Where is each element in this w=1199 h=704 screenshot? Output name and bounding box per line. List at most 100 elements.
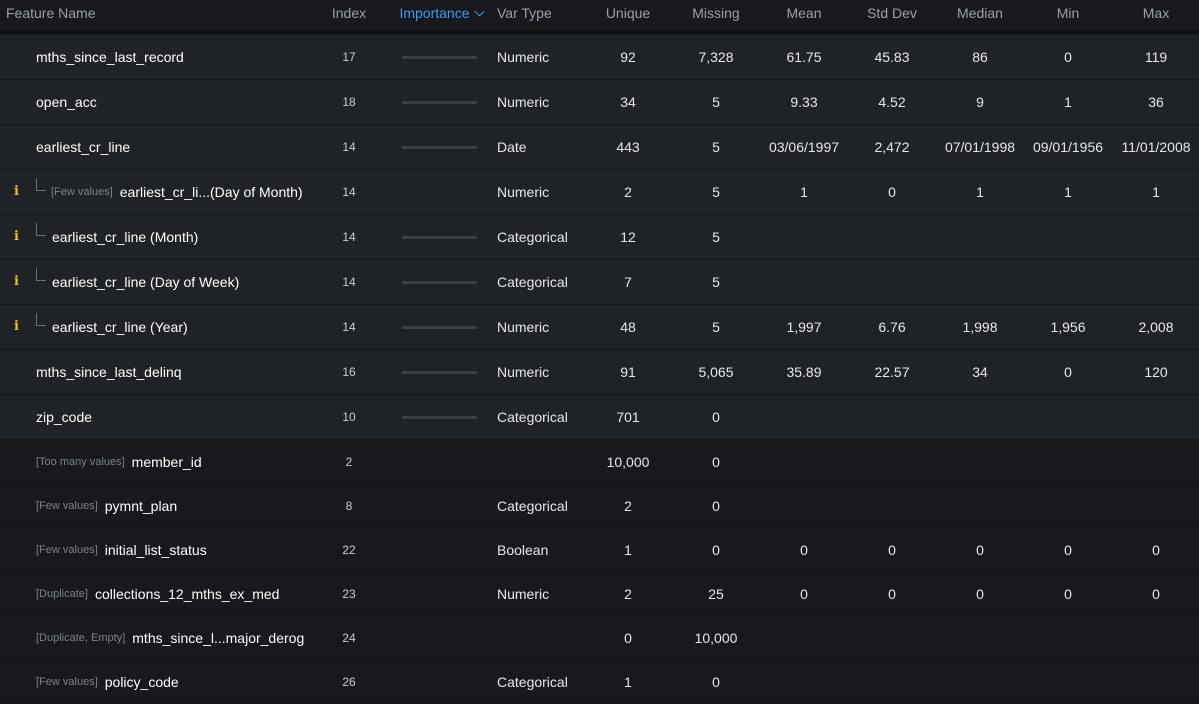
feature-name-cell: [Few values] earliest_cr_li...(Day of Mon… bbox=[51, 170, 341, 214]
info-icon[interactable]: i bbox=[14, 229, 19, 244]
unique-cell: 34 bbox=[620, 94, 636, 110]
info-icon[interactable]: i bbox=[14, 319, 19, 334]
table-row[interactable]: [Few values] initial_list_status 22 Boolean… bbox=[0, 528, 1199, 572]
median-cell: 0 bbox=[976, 585, 984, 602]
index-cell: 2 bbox=[345, 454, 353, 469]
table-row[interactable]: [Few values] pymnt_plan 8 Categorical 2 0 bbox=[0, 484, 1199, 528]
table-row[interactable]: [Duplicate, Empty] mths_since_l...major_d… bbox=[0, 616, 1199, 660]
index-cell: 17 bbox=[342, 50, 356, 64]
median-cell: 86 bbox=[972, 49, 988, 65]
index-cell: 8 bbox=[345, 498, 353, 513]
feature-name-cell: zip_code bbox=[36, 395, 326, 439]
unique-cell: 0 bbox=[624, 629, 632, 646]
header-min[interactable]: Min bbox=[1056, 5, 1080, 21]
index-cell: 14 bbox=[342, 230, 356, 244]
var-type-cell: Categorical bbox=[497, 274, 568, 290]
feature-name[interactable]: zip_code bbox=[36, 409, 93, 425]
mean-cell: 61.75 bbox=[786, 49, 822, 65]
var-type-cell: Numeric bbox=[497, 184, 550, 200]
feature-name[interactable]: earliest_cr_line bbox=[36, 139, 131, 155]
var-type-cell: Numeric bbox=[497, 364, 550, 380]
feature-name[interactable]: mths_since_last_record bbox=[36, 49, 184, 65]
importance-bar bbox=[402, 281, 477, 284]
feature-tag: [Few values] bbox=[36, 675, 98, 688]
std-dev-cell bbox=[852, 484, 932, 527]
table-row[interactable]: mths_since_last_record 17 Numeric 92 7,328 61… bbox=[0, 35, 1199, 80]
table-row[interactable]: i [Few values] earliest_cr_li...(Day of Mo… bbox=[0, 170, 1199, 215]
min-cell bbox=[1028, 260, 1108, 304]
std-dev-cell bbox=[852, 215, 932, 259]
mean-cell bbox=[764, 616, 844, 659]
feature-name-cell: mths_since_last_delinq bbox=[36, 350, 326, 394]
min-cell bbox=[1028, 440, 1108, 483]
tree-connector-icon bbox=[36, 178, 46, 191]
table-row[interactable]: i earliest_cr_line (Year) 14 Numeric 48 5 1,99… bbox=[0, 305, 1199, 350]
mean-cell: 0 bbox=[800, 585, 808, 602]
unique-cell: 10,000 bbox=[606, 453, 650, 470]
median-cell: 0 bbox=[976, 541, 984, 558]
importance-bar bbox=[402, 326, 477, 329]
min-cell bbox=[1028, 484, 1108, 527]
table-row[interactable]: i earliest_cr_line (Day of Week) 14 Categor… bbox=[0, 260, 1199, 305]
min-cell bbox=[1028, 215, 1108, 259]
table-row[interactable]: [Few values] policy_code 26 Categorical 1 0 bbox=[0, 660, 1199, 704]
unique-cell: 2 bbox=[624, 497, 632, 514]
feature-name[interactable]: open_acc bbox=[36, 94, 97, 110]
header-mean[interactable]: Mean bbox=[786, 5, 822, 21]
feature-name[interactable]: earliest_cr_line (Month) bbox=[52, 229, 199, 245]
unique-cell: 7 bbox=[624, 274, 632, 290]
table-row[interactable]: mths_since_last_delinq 16 Numeric 91 5,065 35… bbox=[0, 350, 1199, 395]
feature-name[interactable]: mths_since_l...major_derog bbox=[132, 629, 305, 646]
max-cell: 0 bbox=[1152, 541, 1160, 558]
index-cell: 14 bbox=[342, 275, 356, 289]
feature-name-cell: [Duplicate, Empty] mths_since_l...major_d… bbox=[36, 616, 326, 659]
header-importance[interactable]: Importance bbox=[386, 0, 496, 26]
mean-cell bbox=[764, 395, 844, 439]
feature-name-cell: [Few values] policy_code bbox=[36, 660, 326, 703]
tree-connector-icon bbox=[36, 313, 46, 326]
header-index[interactable]: Index bbox=[331, 5, 367, 21]
std-dev-cell bbox=[852, 440, 932, 483]
header-max[interactable]: Max bbox=[1142, 5, 1170, 21]
index-cell: 22 bbox=[342, 542, 356, 557]
feature-tag: [Too many values] bbox=[36, 455, 125, 468]
info-icon[interactable]: i bbox=[14, 274, 19, 289]
table-row[interactable]: earliest_cr_line 14 Date 443 5 03/06/1997 2,47… bbox=[0, 125, 1199, 170]
feature-name[interactable]: pymnt_plan bbox=[104, 497, 178, 514]
index-cell: 16 bbox=[342, 365, 356, 379]
header-unique[interactable]: Unique bbox=[605, 5, 651, 21]
table-row[interactable]: zip_code 10 Categorical 701 0 bbox=[0, 395, 1199, 440]
feature-name[interactable]: earliest_cr_line (Year) bbox=[52, 319, 188, 335]
header-missing[interactable]: Missing bbox=[692, 5, 740, 21]
header-std-dev[interactable]: Std Dev bbox=[867, 5, 917, 21]
std-dev-cell: 2,472 bbox=[874, 139, 910, 155]
table-row[interactable]: open_acc 18 Numeric 34 5 9.33 4.52 9 1 36 bbox=[0, 80, 1199, 125]
max-cell bbox=[1116, 215, 1196, 259]
median-cell bbox=[940, 440, 1020, 483]
table-row[interactable]: [Too many values] member_id 2 10,000 0 bbox=[0, 440, 1199, 484]
header-median[interactable]: Median bbox=[957, 5, 1003, 21]
tree-connector-icon bbox=[36, 268, 46, 281]
feature-name[interactable]: member_id bbox=[131, 453, 202, 470]
tree-connector-icon bbox=[36, 223, 46, 236]
median-cell: 9 bbox=[976, 94, 984, 110]
index-cell: 14 bbox=[342, 185, 356, 199]
min-cell: 0 bbox=[1064, 585, 1072, 602]
feature-name[interactable]: earliest_cr_li...(Day of Month) bbox=[119, 184, 303, 200]
max-cell: 120 bbox=[1144, 364, 1168, 380]
table-row[interactable]: [Duplicate] collections_12_mths_ex_med 23 N… bbox=[0, 572, 1199, 616]
header-var-type[interactable]: Var Type bbox=[497, 5, 552, 21]
index-cell: 14 bbox=[342, 140, 356, 154]
header-divider bbox=[0, 30, 1199, 34]
feature-name[interactable]: initial_list_status bbox=[104, 541, 207, 558]
feature-name[interactable]: collections_12_mths_ex_med bbox=[94, 585, 280, 602]
feature-name[interactable]: earliest_cr_line (Day of Week) bbox=[52, 274, 240, 290]
mean-cell bbox=[764, 484, 844, 527]
info-icon[interactable]: i bbox=[14, 184, 19, 199]
table-row[interactable]: i earliest_cr_line (Month) 14 Categorical 12… bbox=[0, 215, 1199, 260]
std-dev-cell bbox=[852, 616, 932, 659]
feature-name[interactable]: mths_since_last_delinq bbox=[36, 364, 182, 380]
header-feature-name[interactable]: Feature Name bbox=[6, 5, 96, 21]
missing-cell: 25 bbox=[708, 585, 724, 602]
feature-name[interactable]: policy_code bbox=[104, 673, 179, 690]
